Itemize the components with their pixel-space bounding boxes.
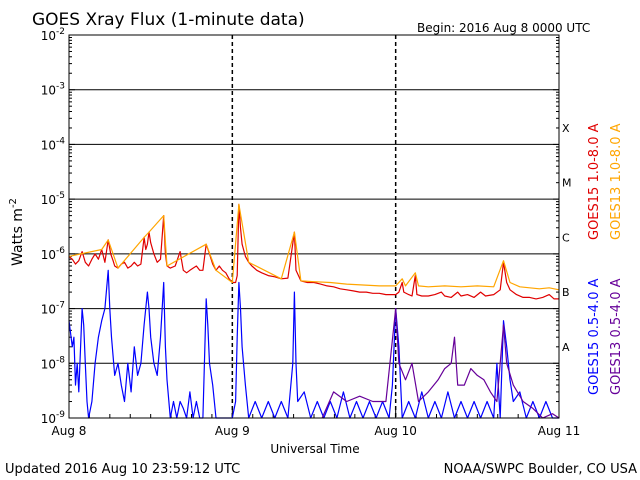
x-axis-label: Universal Time [270,442,359,456]
legend-entry: GOES15 0.5-4.0 A [587,278,602,395]
y-tick-labels: 10-2 10-3 10-4 10-5 10-6 10-7 10-8 10-9 [41,27,66,426]
series-line [68,269,559,419]
legend-entry: GOES13 0.5-4.0 A [609,278,624,395]
updated-time: Updated 2016 Aug 10 23:59:12 UTC [5,462,240,477]
y-tick-label: 10-5 [41,191,65,207]
y-tick-label: 10-9 [41,410,66,426]
series-lines [68,203,560,419]
flare-class-labels: X M C B A [562,122,572,354]
y-tick-label: 10-3 [41,82,65,98]
series-line [321,308,560,419]
flare-class-c: C [562,231,570,244]
flare-class-b: B [562,286,570,299]
legend-entry: GOES15 1.0-8.0 A [587,123,602,240]
x-tick-labels: Aug 8 Aug 9 Aug 10 Aug 11 [52,424,581,438]
y-tick-label: 10-4 [41,136,66,152]
flare-class-x: X [562,122,570,135]
x-tick-label: Aug 9 [215,424,250,438]
series-line [68,203,559,300]
chart-title: GOES Xray Flux (1-minute data) [32,10,305,30]
x-tick-label: Aug 11 [538,424,581,438]
legend: GOES15 1.0-8.0 A GOES13 1.0-8.0 A GOES15 0… [587,123,624,395]
plot-frame [68,34,560,419]
flare-class-a: A [562,341,570,354]
y-tick-label: 10-6 [41,246,66,262]
credit: NOAA/SWPC Boulder, CO USA [444,462,637,477]
day-separators [231,35,397,418]
y-axis-label: Watts m-2 [8,198,26,266]
grid-lines [68,34,560,419]
legend-entry: GOES13 1.0-8.0 A [609,123,624,240]
begin-time: Begin: 2016 Aug 8 0000 UTC [417,21,590,35]
series-line [68,203,560,291]
x-tick-label: Aug 8 [52,424,87,438]
x-tick-label: Aug 10 [374,424,417,438]
y-tick-label: 10-2 [41,27,65,43]
y-tick-label: 10-7 [41,301,65,317]
y-tick-label: 10-8 [41,355,66,371]
flare-class-m: M [562,177,572,190]
